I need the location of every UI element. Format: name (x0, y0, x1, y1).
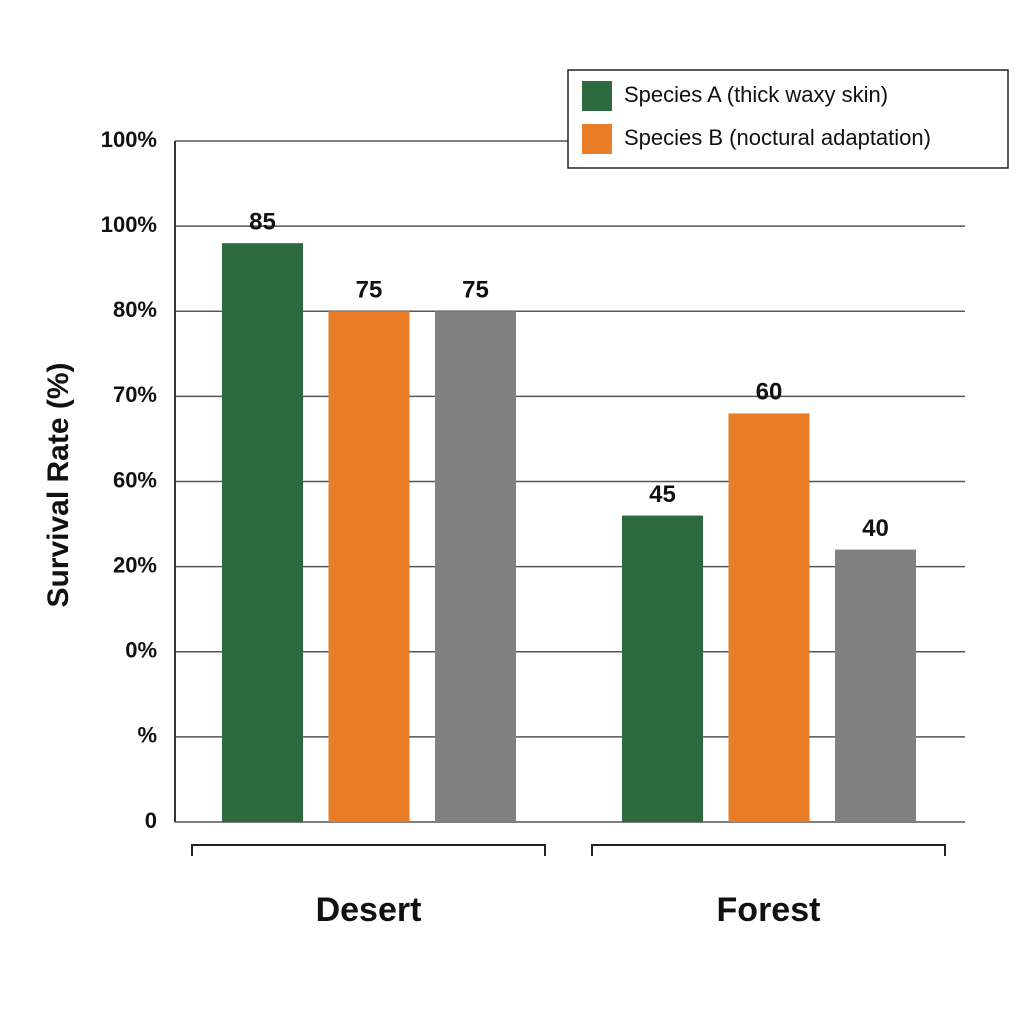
legend-box (567, 69, 1009, 169)
y-tick-label: 80% (113, 297, 157, 322)
y-tick-label: 70% (113, 382, 157, 407)
x-tick-label: Desert (316, 891, 422, 929)
y-axis-label: Survival Rate (%) (42, 362, 75, 607)
value-label: 45 (649, 481, 676, 508)
legend-label: Species A (thick waxy skin) (624, 82, 888, 107)
legend-label: Species B (noctural adaptation) (624, 125, 931, 150)
bar (328, 311, 410, 822)
bar (622, 515, 703, 822)
y-tick-label: 0% (125, 638, 157, 663)
y-tick-label: 0 (145, 808, 157, 833)
legend-swatch (582, 81, 612, 111)
value-label: 85 (249, 208, 276, 235)
bar (222, 243, 303, 822)
value-label: 40 (862, 515, 889, 542)
value-label: 75 (462, 277, 489, 304)
category-bracket (591, 844, 946, 856)
legend-swatch (582, 124, 612, 154)
category-bracket (191, 844, 546, 856)
y-tick-label: 20% (113, 552, 157, 577)
bar (435, 311, 516, 822)
y-tick-label: % (137, 723, 157, 748)
bar (728, 413, 810, 822)
value-label: 75 (356, 277, 383, 304)
y-tick-label: 100% (101, 212, 157, 237)
y-tick-label: 100% (101, 127, 157, 152)
x-tick-label: Forest (717, 891, 821, 929)
bar (835, 549, 916, 822)
value-label: 60 (756, 379, 783, 406)
y-tick-label: 60% (113, 467, 157, 492)
